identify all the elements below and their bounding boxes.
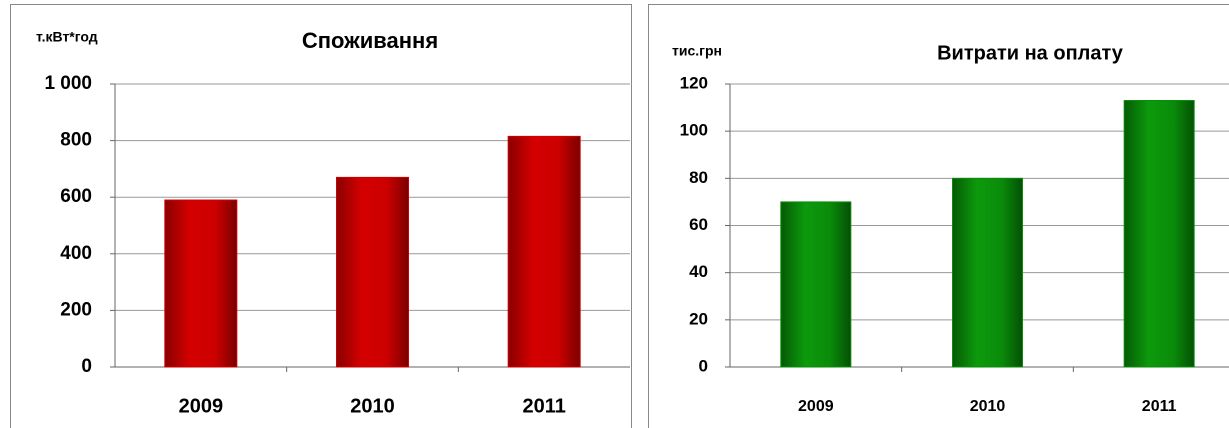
y-tick-label: 1 000	[44, 73, 92, 94]
bar	[1123, 100, 1195, 368]
x-tick-label: 2010	[350, 395, 395, 417]
y-tick-label: 600	[60, 186, 92, 207]
y-tick-label: 0	[699, 356, 708, 375]
y-tick-label: 200	[60, 299, 92, 320]
axis-unit-label: тис.грн	[672, 43, 722, 59]
x-tick-label: 2011	[522, 395, 565, 417]
bar	[507, 135, 581, 368]
y-tick-label: 60	[689, 215, 708, 234]
y-tick-label: 400	[60, 243, 92, 264]
y-tick-label: 20	[689, 309, 708, 328]
bar	[952, 177, 1023, 368]
y-tick-label: 80	[689, 168, 708, 187]
chart-title: Витрати на оплату	[937, 42, 1124, 64]
bar	[780, 201, 852, 368]
y-tick-label: 100	[680, 121, 708, 140]
bar	[336, 176, 409, 368]
x-tick-label: 2009	[179, 395, 224, 417]
y-tick-label: 120	[680, 73, 708, 92]
y-tick-label: 0	[81, 356, 92, 377]
x-tick-label: 2011	[1142, 398, 1177, 415]
axis-unit-label: т.кВт*год	[36, 29, 98, 45]
x-tick-label: 2010	[970, 398, 1006, 415]
x-tick-label: 2009	[798, 398, 834, 415]
chart-title: Споживання	[302, 28, 438, 53]
y-tick-label: 800	[60, 130, 92, 151]
y-tick-label: 40	[689, 262, 708, 281]
bar	[164, 199, 238, 368]
